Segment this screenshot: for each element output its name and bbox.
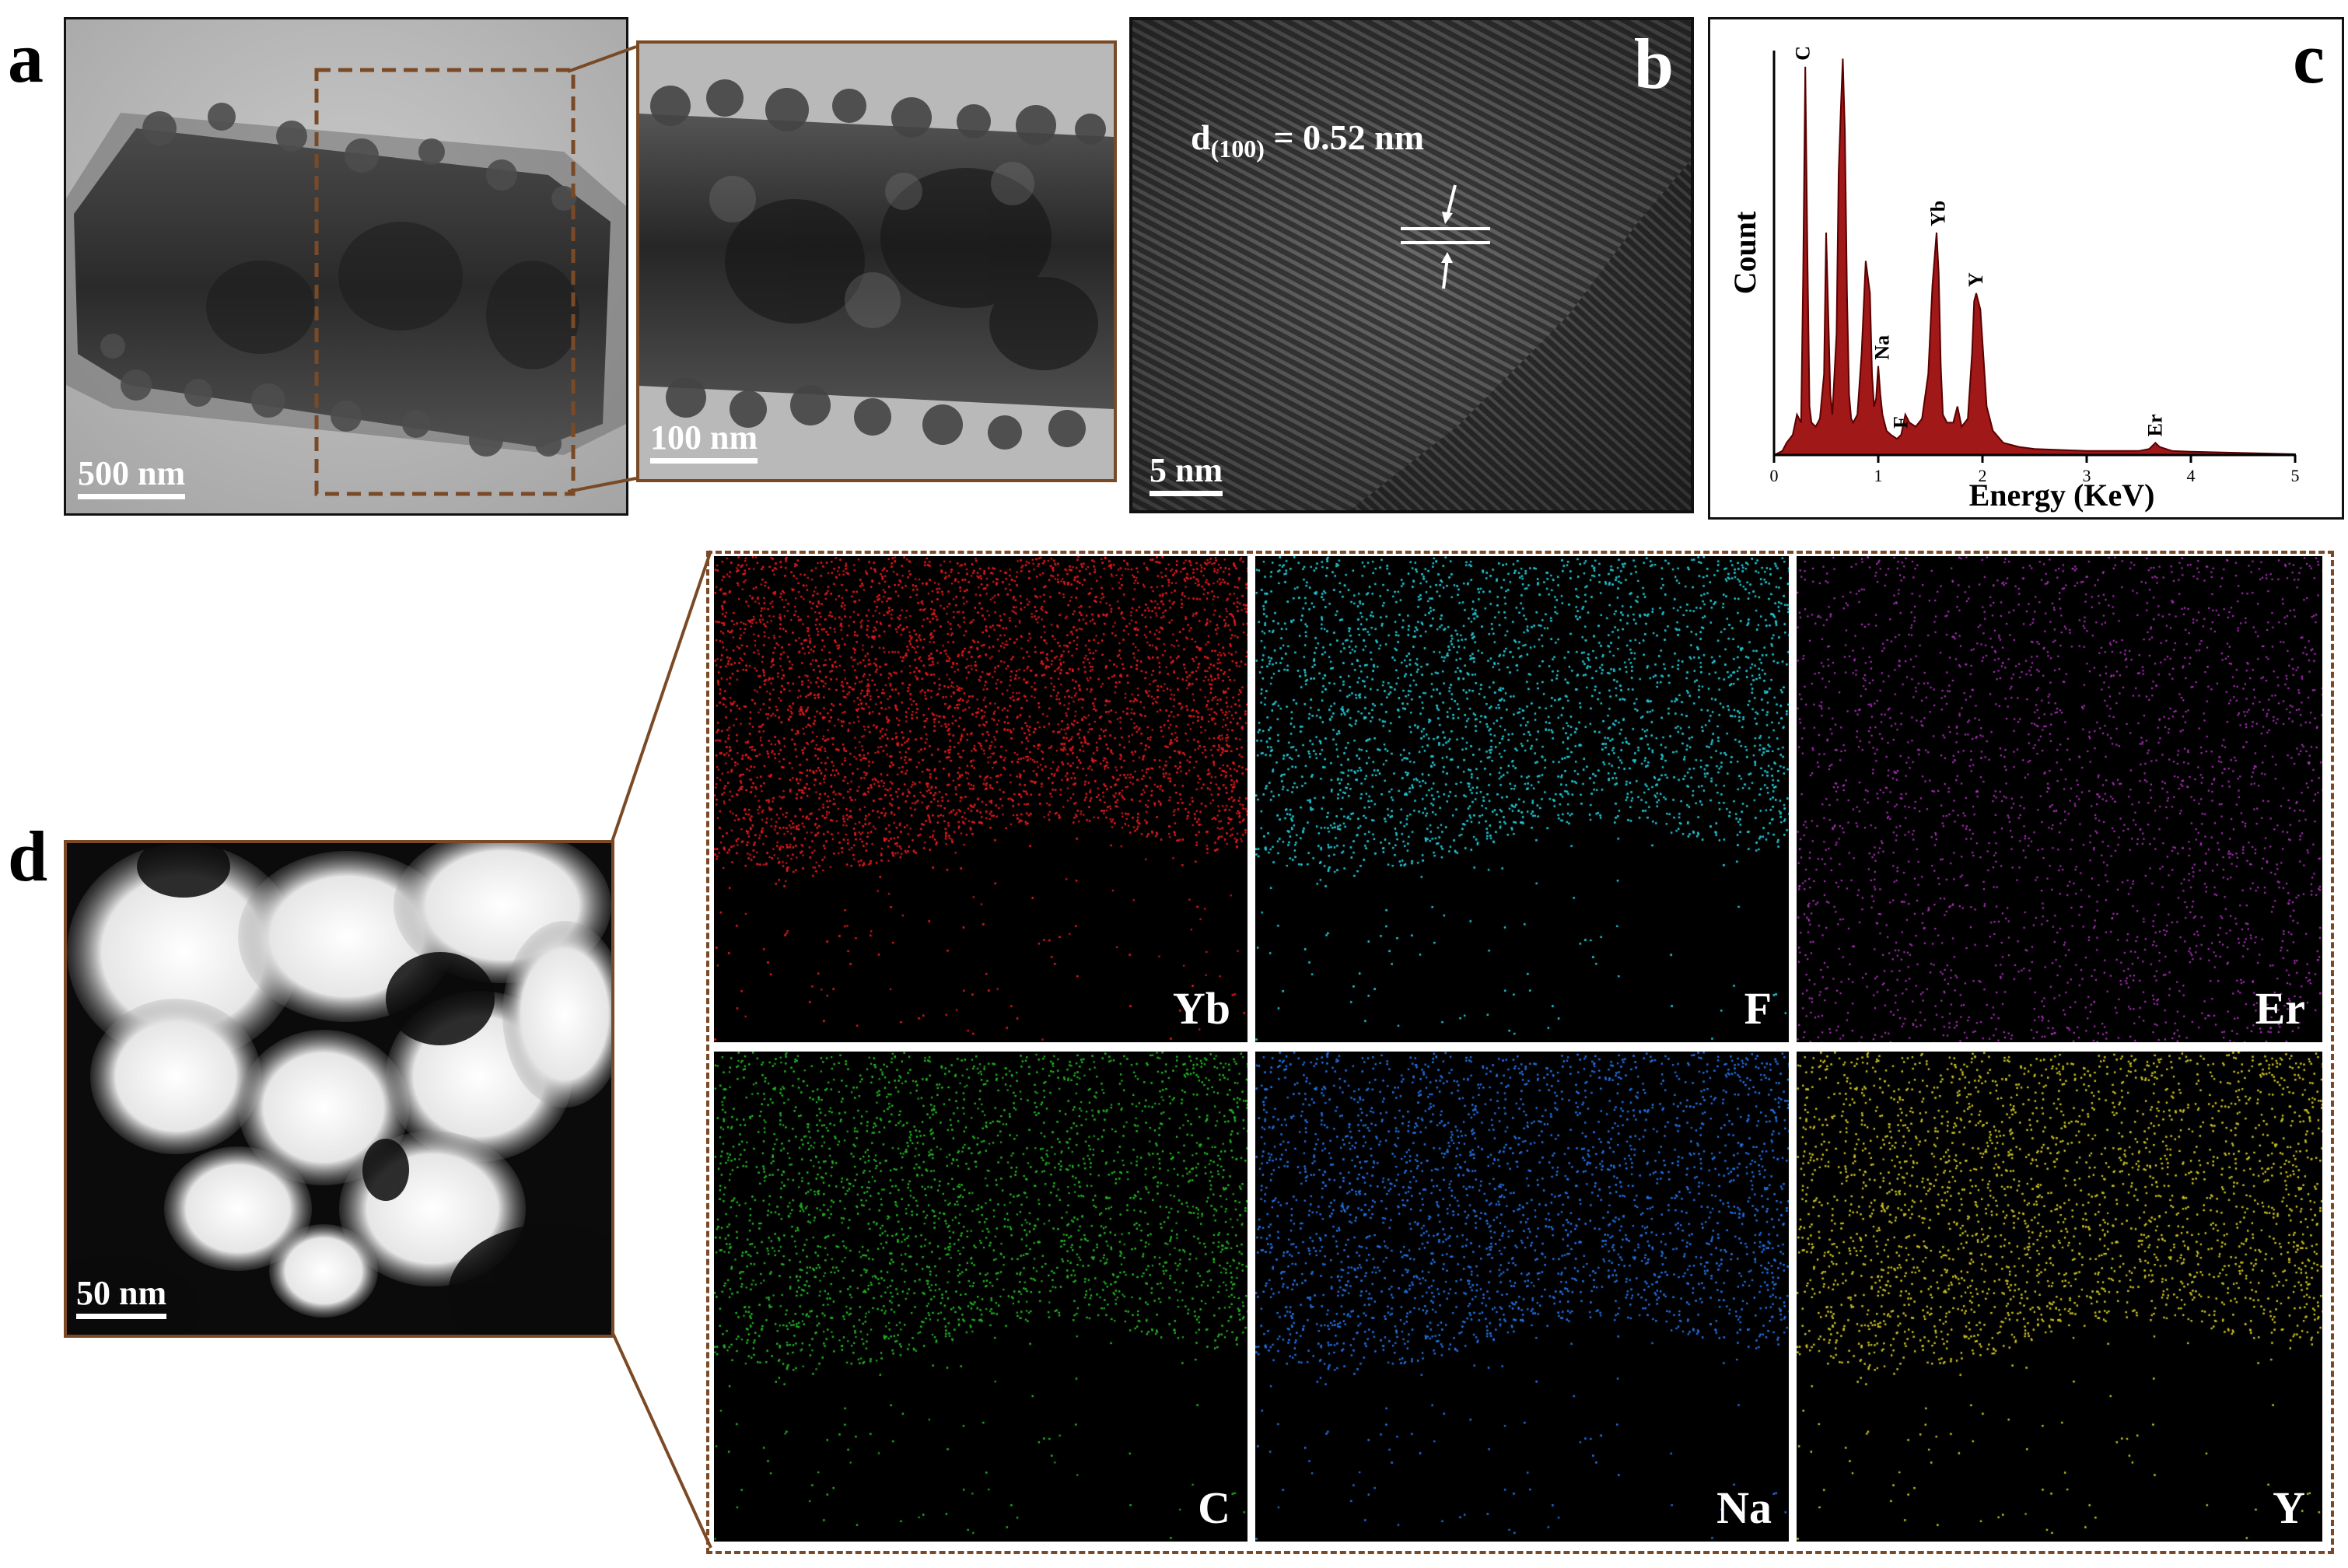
map-yb-dots <box>714 556 1247 1042</box>
zoom-connector-a <box>568 45 637 493</box>
map-f-dots <box>1255 556 1789 1042</box>
spectrum-area <box>1773 58 2296 456</box>
map-yb: Yb <box>714 556 1247 1042</box>
zoom-connector-d <box>611 550 712 1549</box>
panel-letter-c: c <box>2293 19 2325 98</box>
map-label-c: C <box>1198 1482 1230 1533</box>
map-label-er: Er <box>2255 983 2305 1034</box>
map-label-yb: Yb <box>1172 983 1230 1034</box>
peak-label: Er <box>2143 415 2166 437</box>
map-y: Y <box>1797 1052 2322 1542</box>
hrtem-image: b d(100) = 0.52 nm 5 nm <box>1129 17 1694 513</box>
spectrum-axes <box>1772 51 2295 457</box>
map-c: C <box>714 1052 1247 1542</box>
map-label-y: Y <box>2273 1482 2305 1533</box>
map-na-dots <box>1255 1052 1789 1542</box>
map-na: Na <box>1255 1052 1789 1542</box>
x-tick-label: 0 <box>1770 466 1779 485</box>
map-c-dots <box>714 1052 1247 1542</box>
peak-label: C <box>1792 46 1814 61</box>
stem-image: 50 nm <box>64 840 614 1338</box>
peak-label: Na <box>1870 335 1893 360</box>
scale-bar-5nm: 5 nm <box>1150 453 1223 496</box>
map-f: F <box>1255 556 1789 1042</box>
tem-image-low-mag: 500 nm <box>64 17 628 516</box>
x-tick-label: 4 <box>2187 466 2196 485</box>
x-tick-label: 2 <box>1979 466 1987 485</box>
edx-spectrum-chart: 0 1 2 3 4 5 C Na F Yb Y Er Count Energy (KeV) <box>1727 46 2300 513</box>
x-tick-label: 3 <box>2083 466 2091 485</box>
peak-label: Yb <box>1927 201 1950 226</box>
tem-image-zoom: 100 nm <box>636 40 1117 482</box>
map-er-dots <box>1797 556 2322 1042</box>
peak-label: F <box>1889 416 1912 429</box>
map-label-na: Na <box>1716 1482 1772 1533</box>
map-y-dots <box>1797 1052 2322 1542</box>
panel-letter-a: a <box>8 18 44 97</box>
peak-label: Y <box>1965 272 1987 287</box>
scale-bar-500nm: 500 nm <box>78 457 186 499</box>
x-tick-label: 1 <box>1874 466 1883 485</box>
scale-bar-100nm: 100 nm <box>650 421 758 464</box>
y-axis-label: Count <box>1727 211 1762 294</box>
panel-letter-b: b <box>1633 24 1674 103</box>
edx-spectrum-panel: c 0 1 2 3 4 5 C Na F Yb Y Er Count Energy (KeV) <box>1708 17 2344 520</box>
x-axis-label: Energy (KeV) <box>1969 478 2155 513</box>
d-spacing-label: d(100) = 0.52 nm <box>1191 117 1425 163</box>
x-tick-label: 5 <box>2291 466 2300 485</box>
map-er: Er <box>1797 556 2322 1042</box>
scale-bar-50nm: 50 nm <box>76 1276 167 1319</box>
d-spacing-subscript: (100) <box>1210 135 1265 163</box>
elemental-maps-frame <box>706 551 2334 1554</box>
panel-letter-d: d <box>8 817 48 896</box>
map-label-f: F <box>1744 983 1772 1034</box>
d-spacing-symbol: d <box>1191 117 1211 157</box>
d-spacing-value: = 0.52 nm <box>1264 117 1425 157</box>
